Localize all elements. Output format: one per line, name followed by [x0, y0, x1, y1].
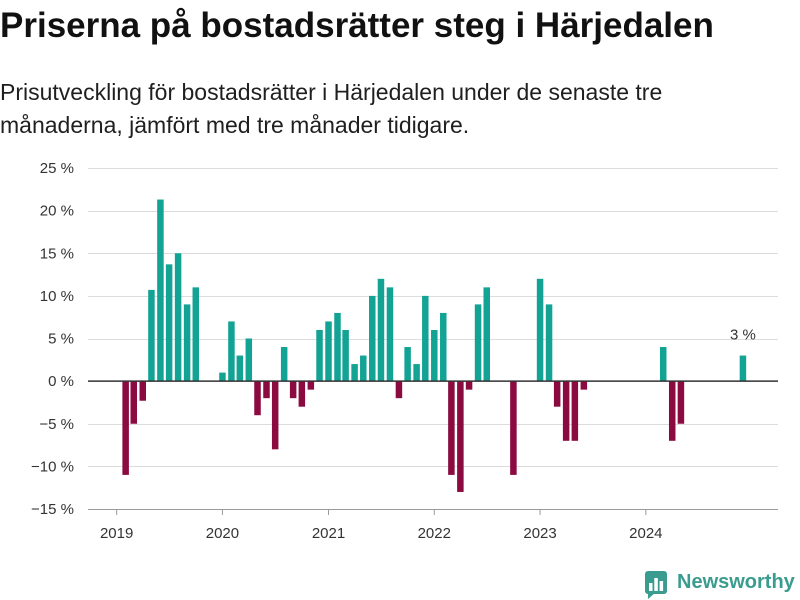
bar [545, 304, 553, 382]
bar [130, 381, 138, 424]
bar [245, 338, 253, 382]
bar [122, 381, 129, 475]
chart-subtitle: Prisutveckling för bostadsrätter i Härje… [0, 79, 663, 138]
bar [377, 278, 385, 382]
bar [316, 329, 323, 382]
x-tick-label: 2019 [100, 525, 133, 542]
bar [580, 381, 588, 390]
y-tick-label: 0 % [48, 373, 74, 390]
bar [183, 304, 191, 382]
bar [369, 295, 376, 382]
x-tick-label: 2021 [312, 525, 345, 542]
newsworthy-logo-icon [645, 571, 667, 599]
bar [457, 381, 464, 492]
x-tick-label: 2024 [629, 525, 662, 542]
bar [342, 329, 349, 382]
bar [413, 364, 420, 382]
logo-icon-bar [659, 581, 664, 591]
logo-icon-tail [648, 593, 655, 599]
bar [440, 312, 447, 382]
bar [157, 199, 164, 382]
x-tick-label: 2020 [206, 525, 239, 542]
bar [254, 381, 261, 416]
bar [307, 381, 315, 390]
bar [474, 304, 482, 382]
bar [431, 329, 438, 382]
y-tick-label: −5 % [39, 416, 74, 433]
bar [386, 287, 394, 382]
bar [360, 355, 367, 382]
y-tick-label: −15 % [31, 501, 74, 518]
bar [219, 372, 226, 382]
newsworthy-logo-text: Newsworthy [677, 571, 795, 593]
bar [271, 381, 279, 450]
bar [165, 264, 173, 382]
logo-icon-bar [654, 578, 658, 591]
bar [562, 381, 570, 441]
bar [174, 253, 182, 382]
bar [739, 355, 747, 382]
bar [289, 381, 297, 399]
annotations: 3 % [730, 327, 756, 344]
bars [122, 199, 747, 492]
bar [236, 355, 244, 382]
y-tick-label: −10 % [31, 458, 74, 475]
y-tick-label: 20 % [40, 203, 74, 220]
bar [228, 321, 235, 382]
bar [351, 364, 358, 382]
newsworthy-logo: Newsworthy [645, 570, 795, 600]
bar [395, 381, 403, 399]
bar [404, 347, 411, 382]
y-tick-label: 25 % [40, 160, 74, 177]
y-tick-label: 10 % [40, 288, 74, 305]
y-axis: −15 % −10 % −5 % 0 % 5 % 10 % 15 % 20 % 25 % [31, 160, 74, 518]
bar [659, 347, 667, 382]
bar [334, 312, 341, 382]
y-tick-label: 15 % [40, 245, 74, 262]
x-axis: 2019 2020 2021 2022 2023 2024 [88, 509, 778, 542]
bar [465, 381, 473, 390]
bar [571, 381, 579, 441]
bar [192, 287, 200, 382]
y-tick-label: 5 % [48, 331, 74, 348]
chart-title: Priserna på bostadsrätter steg i Härjeda… [0, 6, 714, 45]
bar [536, 278, 544, 382]
bar [298, 381, 306, 407]
bar [280, 347, 288, 382]
bar [139, 381, 146, 401]
bar [325, 321, 332, 382]
x-tick-label: 2022 [418, 525, 451, 542]
logo-icon-bar [649, 583, 653, 591]
bar [483, 287, 490, 382]
value-annotation: 3 % [730, 327, 756, 344]
bar [668, 381, 676, 441]
bar [422, 295, 429, 382]
bar [263, 381, 270, 399]
bar [553, 381, 561, 407]
bar [677, 381, 685, 424]
bar [148, 289, 155, 382]
bar [448, 381, 455, 475]
bar [510, 381, 517, 475]
x-tick-label: 2023 [523, 525, 556, 542]
